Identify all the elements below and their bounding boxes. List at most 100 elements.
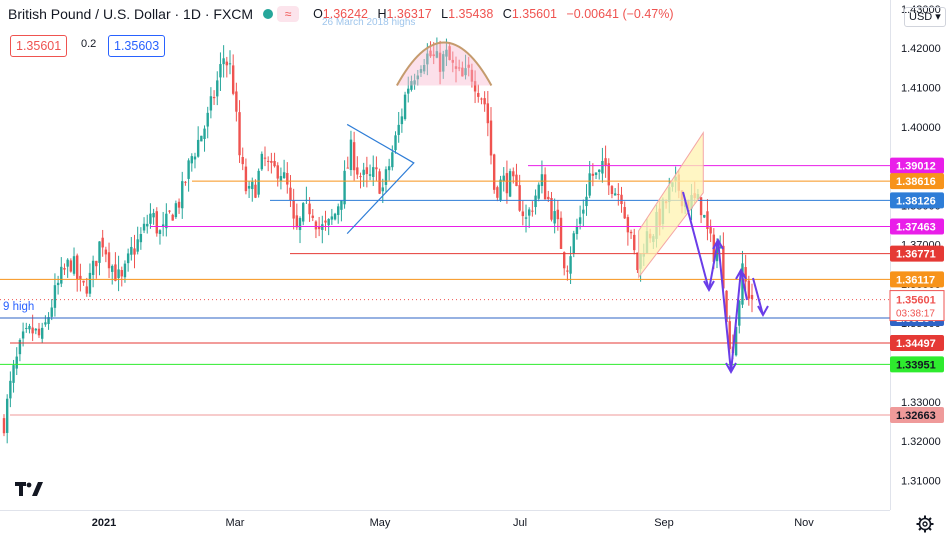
candle-body xyxy=(50,307,53,317)
candle-body xyxy=(209,96,213,111)
candle-body xyxy=(601,161,604,174)
candle-body xyxy=(79,275,82,279)
arrow-head xyxy=(703,280,715,293)
ohlc-readout: O1.36242 H1.36317 L1.35438 C1.35601 −0.0… xyxy=(313,7,679,21)
candle-body xyxy=(566,270,569,272)
candle-body xyxy=(734,326,738,356)
level-price-label: 1.36771 xyxy=(896,249,936,261)
candle-body xyxy=(82,280,85,283)
candle-body xyxy=(152,212,155,218)
candle-body xyxy=(174,203,178,218)
candle-body xyxy=(403,94,407,120)
wave-icon[interactable]: ≈ xyxy=(277,6,300,22)
candle-body xyxy=(66,259,69,267)
candle-body xyxy=(715,247,719,262)
candle-body xyxy=(623,207,626,219)
level-price-tag xyxy=(890,218,944,235)
candle-body xyxy=(356,167,359,175)
countdown-label: 03:38:17 xyxy=(896,309,935,320)
y-tick-label: 1.42000 xyxy=(901,43,941,55)
candle-body xyxy=(610,186,614,195)
candle-body xyxy=(40,327,44,339)
candle-body xyxy=(130,246,133,255)
candle-body xyxy=(289,187,292,201)
candle-body xyxy=(496,187,499,198)
candle-body xyxy=(184,181,187,183)
tradingview-logo-icon[interactable] xyxy=(14,478,44,500)
candle-body xyxy=(486,103,490,124)
level-price-label: 1.36117 xyxy=(896,274,935,286)
x-tick-label: Mar xyxy=(226,517,245,529)
candle-body xyxy=(302,203,305,222)
close-key: C xyxy=(502,7,512,21)
candle-body xyxy=(725,290,728,323)
candle-body xyxy=(98,241,101,263)
y-tick-label: 1.40000 xyxy=(901,122,941,134)
y-tick-label: 1.31000 xyxy=(901,475,941,487)
candle-body xyxy=(212,96,216,99)
candle-body xyxy=(37,328,41,336)
candle-body xyxy=(295,215,299,228)
candle-body xyxy=(72,256,76,274)
candle-body xyxy=(556,209,560,220)
symbol-title[interactable]: British Pound / U.S. Dollar · 1D · FXCM xyxy=(8,6,254,22)
candle-body xyxy=(225,61,229,66)
candle-body xyxy=(158,230,162,234)
candle-body xyxy=(337,206,340,215)
candle-body xyxy=(34,328,38,331)
currency-dropdown[interactable]: USD ▾ xyxy=(904,7,946,27)
candle-body xyxy=(575,226,579,235)
candle-body xyxy=(28,325,31,330)
buy-button[interactable]: 1.35603 xyxy=(108,35,166,57)
candle-body xyxy=(104,249,108,255)
market-status-icon xyxy=(263,9,274,19)
candle-body xyxy=(368,174,372,176)
y-tick-label: 1.33000 xyxy=(901,397,941,409)
high-value: 1.36317 xyxy=(386,7,432,21)
currency-label: USD xyxy=(909,11,933,23)
chart-header: British Pound / U.S. Dollar · 1D · FXCM … xyxy=(8,6,680,22)
candle-body xyxy=(340,200,343,210)
sell-button[interactable]: 1.35601 xyxy=(10,35,68,57)
candle-body xyxy=(260,153,264,170)
level-price-tag xyxy=(890,173,944,190)
candle-body xyxy=(598,169,601,172)
candle-body xyxy=(387,166,391,171)
candle-body xyxy=(483,98,486,105)
candle-body xyxy=(136,239,139,252)
candle-body xyxy=(31,327,34,334)
candle-body xyxy=(21,331,25,339)
settings-gear-icon[interactable] xyxy=(916,515,934,533)
candle-body xyxy=(149,213,152,224)
high-key: H xyxy=(377,7,387,21)
candle-body xyxy=(477,93,480,97)
low-key: L xyxy=(441,7,449,21)
arrow-head xyxy=(757,305,769,318)
candle-body xyxy=(407,88,410,94)
candle-body xyxy=(381,187,384,192)
candle-body xyxy=(317,226,321,230)
close-value: 1.35601 xyxy=(511,7,558,21)
candle-body xyxy=(550,198,553,220)
projection-segment xyxy=(708,239,719,291)
candle-body xyxy=(435,51,439,58)
candle-body xyxy=(391,152,394,168)
projection-arrows xyxy=(682,191,769,375)
candle-body xyxy=(107,252,111,269)
candle-body xyxy=(276,165,279,179)
candle-body xyxy=(521,211,525,217)
candle-body xyxy=(165,213,168,229)
x-tick-label: May xyxy=(370,517,391,529)
arrow-head xyxy=(712,237,724,250)
candle-body xyxy=(400,116,404,125)
candle-body xyxy=(142,223,146,231)
level-price-tag xyxy=(890,192,944,209)
candle-body xyxy=(63,267,66,270)
candle-body xyxy=(489,120,493,156)
candle-body xyxy=(171,214,174,221)
candle-body xyxy=(44,322,47,325)
candle-body xyxy=(126,253,130,264)
candle-body xyxy=(464,68,467,76)
candle-body xyxy=(524,217,528,219)
